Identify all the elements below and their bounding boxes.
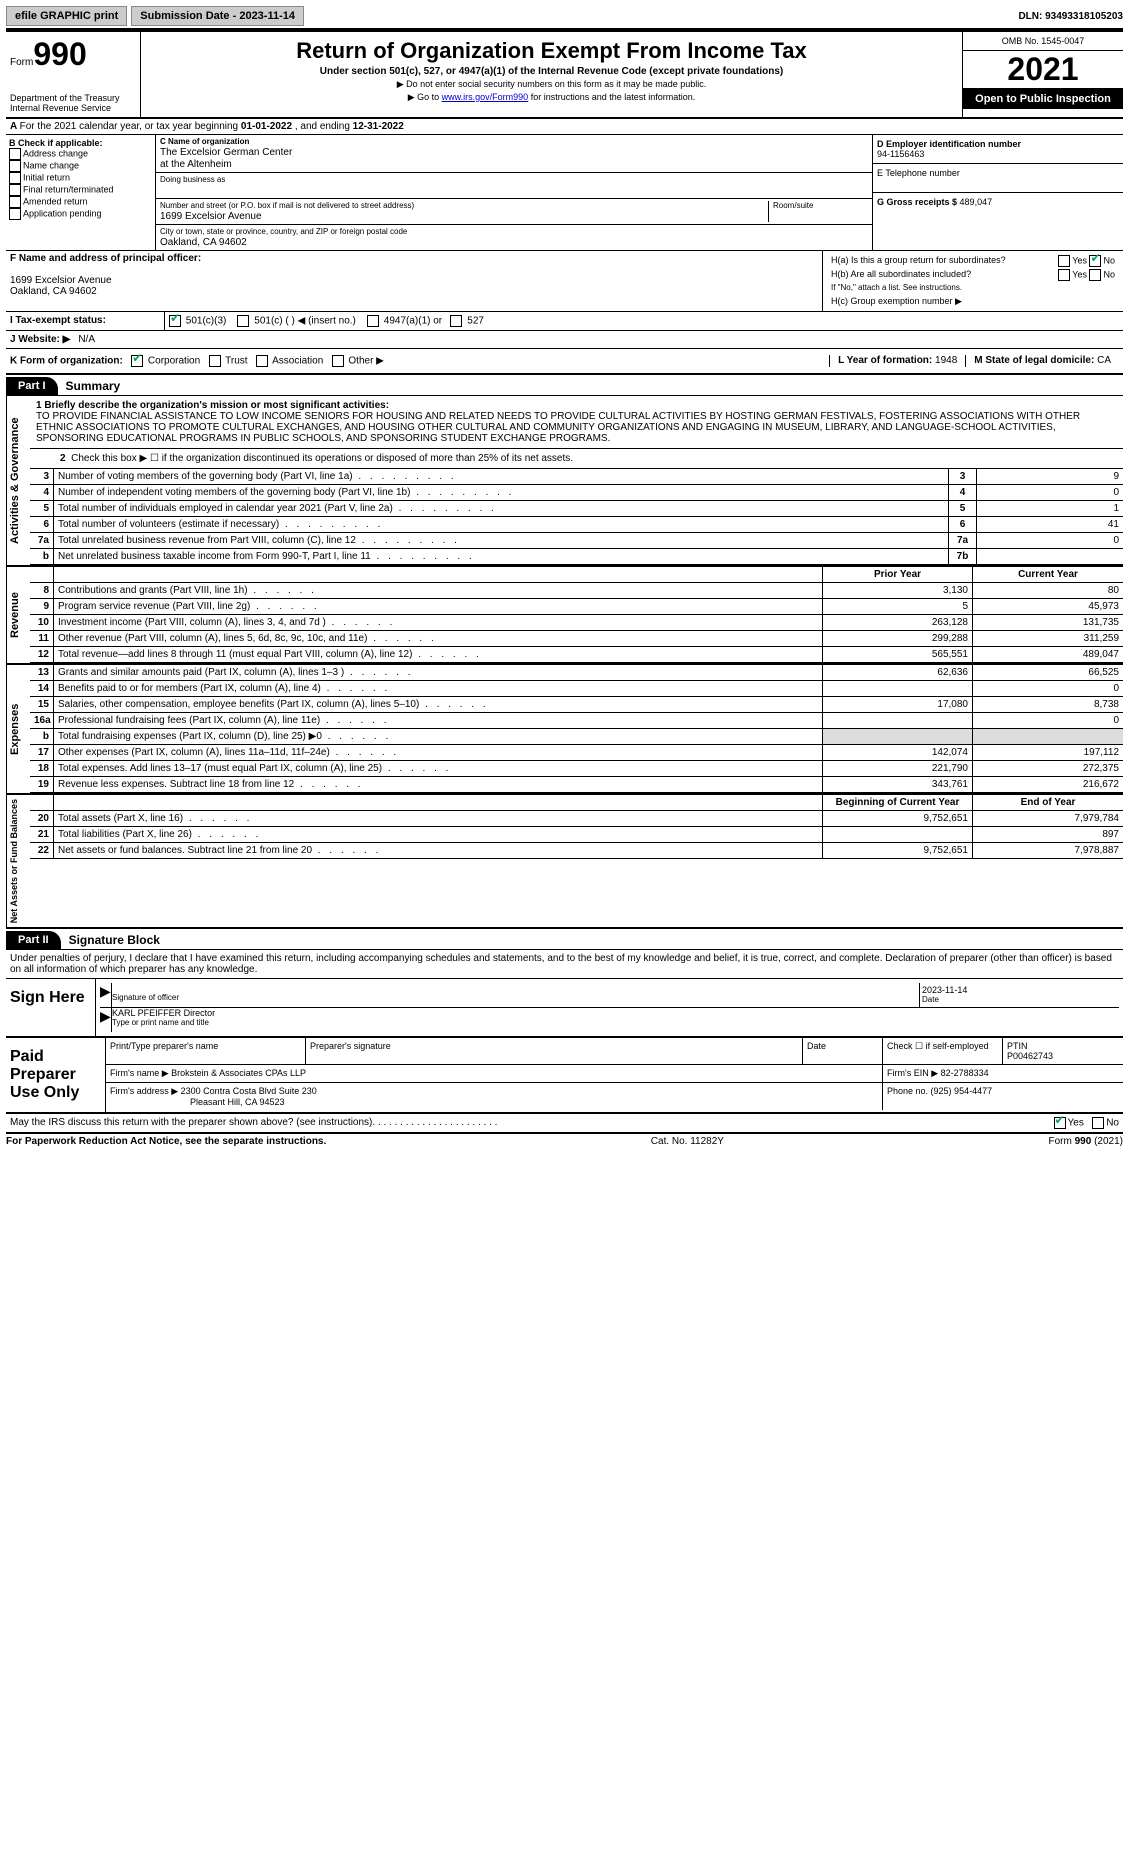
summary-row: 9 Program service revenue (Part VIII, li… bbox=[30, 599, 1123, 615]
firm-phone: (925) 954-4477 bbox=[931, 1086, 993, 1096]
top-bar: efile GRAPHIC print Submission Date - 20… bbox=[6, 6, 1123, 30]
part-2-header: Part II Signature Block bbox=[6, 931, 1123, 950]
part-1-header: Part I Summary bbox=[6, 377, 1123, 396]
mission: 1 Briefly describe the organization's mi… bbox=[30, 396, 1123, 449]
summary-row: 14 Benefits paid to or for members (Part… bbox=[30, 681, 1123, 697]
efile-label: efile GRAPHIC print bbox=[6, 6, 127, 26]
line-2: 2 Check this box ▶ ☐ if the organization… bbox=[30, 449, 1123, 469]
vert-rev: Revenue bbox=[6, 567, 30, 663]
firm-addr: 2300 Contra Costa Blvd Suite 230 bbox=[181, 1086, 317, 1096]
officer-name: KARL PFEIFFER Director bbox=[112, 1008, 919, 1018]
omb-number: OMB No. 1545-0047 bbox=[963, 32, 1123, 51]
irs-link[interactable]: www.irs.gov/Form990 bbox=[442, 92, 529, 102]
summary-row: 19 Revenue less expenses. Subtract line … bbox=[30, 777, 1123, 793]
summary-row: 10 Investment income (Part VIII, column … bbox=[30, 615, 1123, 631]
h-c: H(c) Group exemption number ▶ bbox=[827, 294, 1119, 309]
ptin: P00462743 bbox=[1007, 1051, 1053, 1061]
footer: For Paperwork Reduction Act Notice, see … bbox=[6, 1134, 1123, 1149]
subtitle: Under section 501(c), 527, or 4947(a)(1)… bbox=[145, 66, 958, 77]
col-b: B Check if applicable: Address change Na… bbox=[6, 135, 156, 250]
sig-date: 2023-11-14 bbox=[922, 985, 1117, 995]
declaration: Under penalties of perjury, I declare th… bbox=[6, 950, 1123, 979]
summary-row: 20 Total assets (Part X, line 16) . . . … bbox=[30, 811, 1123, 827]
gross-receipts: 489,047 bbox=[960, 197, 993, 207]
h-a: H(a) Is this a group return for subordin… bbox=[827, 253, 1119, 267]
summary-row: b Net unrelated business taxable income … bbox=[30, 549, 1123, 565]
note-link: Go to www.irs.gov/Form990 for instructio… bbox=[147, 92, 956, 103]
summary-row: 22 Net assets or fund balances. Subtract… bbox=[30, 843, 1123, 859]
section-bcd: B Check if applicable: Address change Na… bbox=[6, 135, 1123, 251]
row-i: I Tax-exempt status: 501(c)(3) 501(c) ( … bbox=[6, 312, 1123, 331]
summary-row: 11 Other revenue (Part VIII, column (A),… bbox=[30, 631, 1123, 647]
discuss-row: May the IRS discuss this return with the… bbox=[6, 1114, 1123, 1134]
h-b: H(b) Are all subordinates included? Yes … bbox=[827, 267, 1119, 281]
summary-row: 5 Total number of individuals employed i… bbox=[30, 501, 1123, 517]
org-city: Oakland, CA 94602 bbox=[160, 237, 868, 248]
summary-row: 16a Professional fundraising fees (Part … bbox=[30, 713, 1123, 729]
ein: 94-1156463 bbox=[877, 149, 1119, 159]
submission-date: Submission Date - 2023-11-14 bbox=[131, 6, 304, 26]
row-a: A For the 2021 calendar year, or tax yea… bbox=[6, 119, 1123, 135]
firm-name: Brokstein & Associates CPAs LLP bbox=[171, 1068, 306, 1078]
firm-ein: 82-2788334 bbox=[941, 1068, 989, 1078]
org-name: The Excelsior German Center bbox=[160, 147, 868, 158]
form-title: Return of Organization Exempt From Incom… bbox=[145, 38, 958, 64]
summary-row: 21 Total liabilities (Part X, line 26) .… bbox=[30, 827, 1123, 843]
note-ssn: Do not enter social security numbers on … bbox=[147, 79, 956, 90]
checkbox-final[interactable] bbox=[9, 184, 21, 196]
form-header: Form990 Department of the Treasury Inter… bbox=[6, 30, 1123, 119]
org-address: 1699 Excelsior Avenue bbox=[160, 211, 768, 222]
checkbox-address[interactable] bbox=[9, 148, 21, 160]
summary-row: 6 Total number of volunteers (estimate i… bbox=[30, 517, 1123, 533]
summary-row: 8 Contributions and grants (Part VIII, l… bbox=[30, 583, 1123, 599]
checkbox-pending[interactable] bbox=[9, 208, 21, 220]
summary-row: 7a Total unrelated business revenue from… bbox=[30, 533, 1123, 549]
summary-row: 13 Grants and similar amounts paid (Part… bbox=[30, 665, 1123, 681]
dln: DLN: 93493318105203 bbox=[1018, 11, 1123, 22]
row-k: K Form of organization: Corporation Trus… bbox=[6, 349, 1123, 375]
checkbox-initial[interactable] bbox=[9, 172, 21, 184]
col-c: C Name of organization The Excelsior Ger… bbox=[156, 135, 873, 250]
summary-row: 3 Number of voting members of the govern… bbox=[30, 469, 1123, 485]
open-public: Open to Public Inspection bbox=[963, 89, 1123, 109]
summary-row: 15 Salaries, other compensation, employe… bbox=[30, 697, 1123, 713]
summary-row: 4 Number of independent voting members o… bbox=[30, 485, 1123, 501]
summary-row: b Total fundraising expenses (Part IX, c… bbox=[30, 729, 1123, 745]
summary-row: 17 Other expenses (Part IX, column (A), … bbox=[30, 745, 1123, 761]
dept-treasury: Department of the Treasury Internal Reve… bbox=[10, 93, 136, 113]
vert-ag: Activities & Governance bbox=[6, 396, 30, 565]
summary-row: 12 Total revenue—add lines 8 through 11 … bbox=[30, 647, 1123, 663]
checkbox-name[interactable] bbox=[9, 160, 21, 172]
vert-net: Net Assets or Fund Balances bbox=[6, 795, 30, 927]
paid-preparer: Paid Preparer Use Only bbox=[6, 1038, 106, 1112]
summary-row: 18 Total expenses. Add lines 13–17 (must… bbox=[30, 761, 1123, 777]
tax-year: 2021 bbox=[963, 51, 1123, 89]
row-j: J Website: ▶ N/A bbox=[6, 331, 1123, 349]
sign-here: Sign Here bbox=[6, 979, 96, 1036]
checkbox-amended[interactable] bbox=[9, 196, 21, 208]
vert-exp: Expenses bbox=[6, 665, 30, 793]
col-d: D Employer identification number 94-1156… bbox=[873, 135, 1123, 250]
